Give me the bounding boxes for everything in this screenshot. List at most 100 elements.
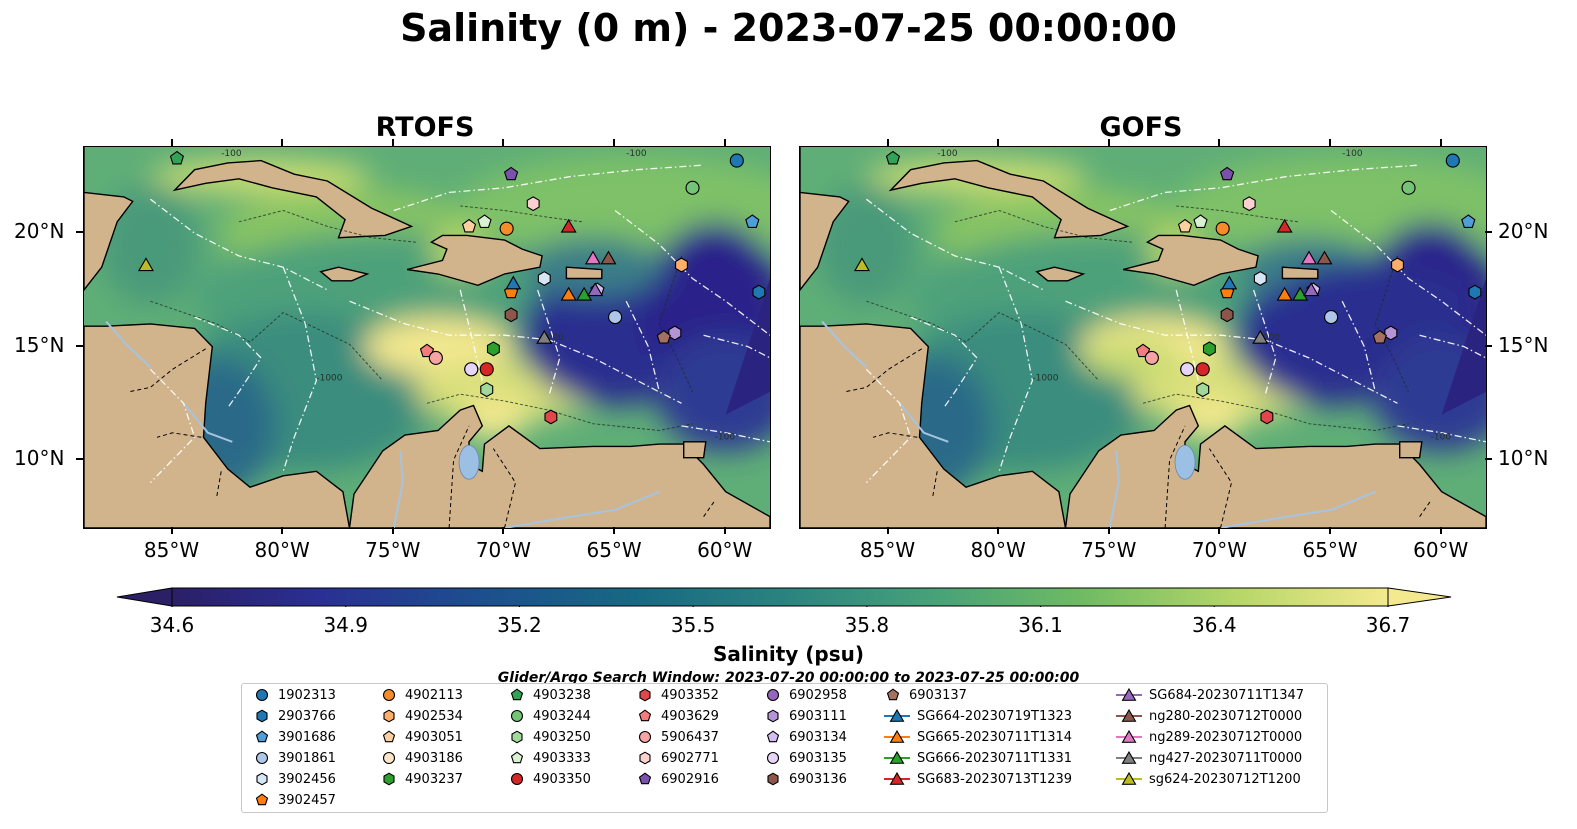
legend-item[interactable]: 4903350 (507, 769, 591, 789)
obs-marker-6903135[interactable] (464, 362, 479, 377)
obs-marker-4903051[interactable] (1177, 218, 1193, 233)
obs-marker-ng280-20230712T0000[interactable] (1316, 250, 1333, 265)
obs-marker-SG665-20230711T1314[interactable] (560, 286, 577, 301)
obs-marker-SG664-20230719T1323[interactable] (505, 275, 522, 290)
map-rtofs[interactable]: -100 -100 -1000 -1000 -100 (83, 146, 771, 529)
obs-marker-6903136[interactable] (1220, 307, 1234, 323)
legend-item[interactable]: 4903352 (635, 685, 719, 705)
legend-item[interactable]: 6903134 (763, 727, 847, 747)
legend-item[interactable]: SG666-20230711T1331 (883, 748, 1072, 768)
obs-marker-6902916[interactable] (1219, 166, 1235, 181)
obs-marker-4902534[interactable] (1391, 257, 1404, 273)
obs-marker-4903244[interactable] (1401, 180, 1416, 195)
obs-marker-4903352[interactable] (544, 409, 558, 425)
obs-marker-4903629[interactable] (1135, 343, 1151, 358)
legend-item[interactable]: 4903629 (635, 706, 719, 726)
obs-marker-sg624-20230712T1200[interactable] (853, 257, 870, 272)
obs-marker-4903238[interactable] (885, 150, 901, 165)
obs-marker-SG684-20230711T1347[interactable] (1303, 282, 1320, 297)
legend-item[interactable]: 4903237 (379, 769, 463, 789)
obs-marker-6903111[interactable] (668, 325, 682, 341)
legend-item[interactable]: 2903766 (252, 706, 336, 726)
obs-marker-SG666-20230711T1331[interactable] (576, 286, 593, 301)
obs-marker-4903250[interactable] (1196, 382, 1210, 398)
legend-item[interactable]: ng280-20230712T0000 (1115, 706, 1302, 726)
obs-marker-3902456[interactable] (1253, 271, 1267, 287)
legend-item[interactable]: 6902958 (763, 685, 847, 705)
obs-marker-6902916[interactable] (503, 166, 519, 181)
obs-marker-4903350[interactable] (1195, 362, 1210, 377)
obs-marker-4902113[interactable] (499, 221, 514, 236)
obs-marker-6902771[interactable] (526, 196, 540, 212)
legend-item[interactable]: SG684-20230711T1347 (1115, 685, 1304, 705)
obs-marker-3901686[interactable] (745, 214, 760, 228)
obs-marker-4903238[interactable] (169, 150, 185, 165)
obs-marker-6903111[interactable] (1384, 325, 1398, 341)
legend-item[interactable]: 6903135 (763, 748, 847, 768)
obs-marker-3901861[interactable] (1324, 310, 1339, 325)
legend-item[interactable]: 6902916 (635, 769, 719, 789)
obs-marker-2903766[interactable] (1468, 284, 1482, 300)
obs-marker-4903237[interactable] (1202, 341, 1216, 357)
obs-marker-4903051[interactable] (461, 218, 477, 233)
obs-marker-ng427-20230711T0000[interactable] (536, 329, 553, 344)
obs-marker-4903250[interactable] (480, 382, 494, 398)
obs-marker-SG683-20230713T1239[interactable] (1276, 218, 1293, 233)
obs-marker-4903333[interactable] (1193, 214, 1208, 228)
obs-marker-1902313[interactable] (729, 153, 744, 168)
obs-marker-ng289-20230712T0000[interactable] (1300, 250, 1317, 265)
obs-marker-SG666-20230711T1331[interactable] (1292, 286, 1309, 301)
legend-item[interactable]: SG665-20230711T1314 (883, 727, 1072, 747)
obs-marker-1902313[interactable] (1445, 153, 1460, 168)
legend-item[interactable]: 1902313 (252, 685, 336, 705)
legend-item[interactable]: 3901686 (252, 727, 336, 747)
obs-marker-6903136[interactable] (504, 307, 518, 323)
legend-item[interactable]: 5906437 (635, 727, 719, 747)
obs-marker-6903135[interactable] (1180, 362, 1195, 377)
obs-marker-SG683-20230713T1239[interactable] (560, 218, 577, 233)
legend-item[interactable]: 6903137 (883, 685, 967, 705)
legend-item[interactable]: 4903333 (507, 748, 591, 768)
obs-marker-3901686[interactable] (1461, 214, 1476, 228)
obs-marker-sg624-20230712T1200[interactable] (137, 257, 154, 272)
legend-item[interactable]: SG664-20230719T1323 (883, 706, 1072, 726)
legend-item[interactable]: 4903250 (507, 727, 591, 747)
obs-marker-5906437[interactable] (1144, 350, 1159, 365)
obs-marker-SG684-20230711T1347[interactable] (587, 282, 604, 297)
obs-marker-ng289-20230712T0000[interactable] (584, 250, 601, 265)
obs-marker-4903629[interactable] (419, 343, 435, 358)
legend-item[interactable]: 6903136 (763, 769, 847, 789)
legend-item[interactable]: 6903111 (763, 706, 847, 726)
legend-item[interactable]: 4902113 (379, 685, 463, 705)
obs-marker-ng427-20230711T0000[interactable] (1252, 329, 1269, 344)
obs-marker-4903333[interactable] (477, 214, 492, 228)
obs-marker-4902534[interactable] (675, 257, 688, 273)
legend-item[interactable]: 3901861 (252, 748, 336, 768)
obs-marker-6903137[interactable] (1372, 330, 1387, 344)
obs-marker-4903352[interactable] (1260, 409, 1274, 425)
obs-marker-4902113[interactable] (1215, 221, 1230, 236)
obs-marker-4903237[interactable] (486, 341, 500, 357)
obs-marker-6903137[interactable] (656, 330, 671, 344)
obs-marker-4903350[interactable] (479, 362, 494, 377)
obs-marker-6902771[interactable] (1242, 196, 1256, 212)
legend-item[interactable]: 4903238 (507, 685, 591, 705)
obs-marker-3902456[interactable] (537, 271, 551, 287)
legend-item[interactable]: 4903051 (379, 727, 463, 747)
obs-marker-ng280-20230712T0000[interactable] (600, 250, 617, 265)
obs-marker-3901861[interactable] (608, 310, 623, 325)
map-gofs[interactable]: -100 -100 -1000 -1000 -100 (799, 146, 1487, 529)
legend-item[interactable]: SG683-20230713T1239 (883, 769, 1072, 789)
obs-marker-4903244[interactable] (685, 180, 700, 195)
legend-item[interactable]: ng427-20230711T0000 (1115, 748, 1302, 768)
legend-item[interactable]: 4903244 (507, 706, 591, 726)
obs-marker-2903766[interactable] (752, 284, 766, 300)
legend-item[interactable]: sg624-20230712T1200 (1115, 769, 1301, 789)
legend-item[interactable]: ng289-20230712T0000 (1115, 727, 1302, 747)
legend-item[interactable]: 3902457 (252, 790, 336, 810)
legend-item[interactable]: 3902456 (252, 769, 336, 789)
obs-marker-SG665-20230711T1314[interactable] (1276, 286, 1293, 301)
obs-marker-5906437[interactable] (428, 350, 443, 365)
legend-item[interactable]: 4903186 (379, 748, 463, 768)
legend-item[interactable]: 6902771 (635, 748, 719, 768)
